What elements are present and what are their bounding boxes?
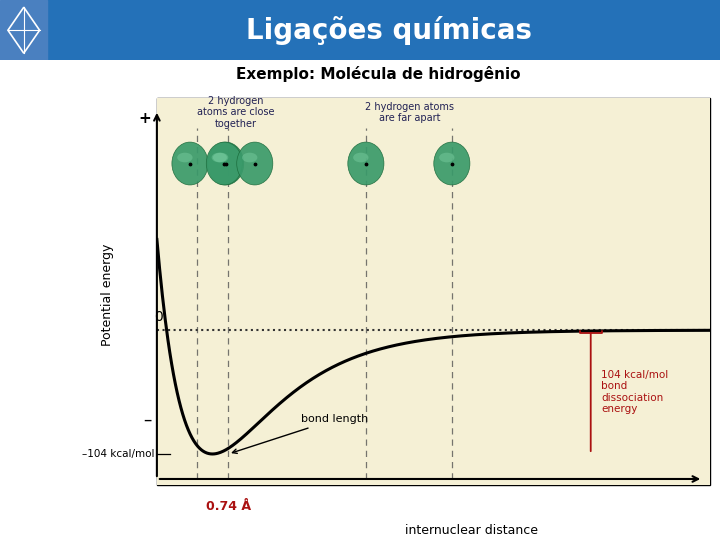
Ellipse shape bbox=[353, 153, 369, 163]
Text: –: – bbox=[143, 410, 152, 428]
Ellipse shape bbox=[433, 142, 470, 185]
Ellipse shape bbox=[212, 153, 227, 163]
Bar bbox=[157, 98, 710, 485]
Text: QFL0341 — Estrutura e Propriedades de Compostos Orgânicos: QFL0341 — Estrutura e Propriedades de Co… bbox=[15, 154, 22, 372]
Text: 0: 0 bbox=[154, 310, 163, 324]
Text: Ligações químicas: Ligações químicas bbox=[246, 16, 532, 45]
Ellipse shape bbox=[207, 142, 243, 185]
Text: 20: 20 bbox=[11, 520, 27, 530]
Ellipse shape bbox=[177, 153, 192, 163]
Text: Potential energy: Potential energy bbox=[102, 244, 114, 346]
Text: 2 hydrogen
atoms are close
together: 2 hydrogen atoms are close together bbox=[197, 96, 275, 129]
Ellipse shape bbox=[213, 153, 228, 163]
Ellipse shape bbox=[172, 142, 208, 185]
Bar bbox=[0, 0, 47, 60]
Text: 0.74 Å: 0.74 Å bbox=[206, 500, 251, 513]
Ellipse shape bbox=[207, 142, 243, 185]
Text: internuclear distance: internuclear distance bbox=[405, 524, 538, 537]
Ellipse shape bbox=[242, 153, 257, 163]
Text: +: + bbox=[139, 111, 152, 126]
Ellipse shape bbox=[439, 153, 454, 163]
Ellipse shape bbox=[348, 142, 384, 185]
Text: bond length: bond length bbox=[233, 415, 369, 454]
Text: Exemplo: Molécula de hidrogênio: Exemplo: Molécula de hidrogênio bbox=[236, 66, 521, 82]
Text: 2 hydrogen atoms
are far apart: 2 hydrogen atoms are far apart bbox=[365, 102, 454, 123]
Text: 104 kcal/mol
bond
dissociation
energy: 104 kcal/mol bond dissociation energy bbox=[601, 370, 669, 415]
Ellipse shape bbox=[237, 142, 273, 185]
Text: –104 kcal/mol: –104 kcal/mol bbox=[82, 449, 154, 459]
